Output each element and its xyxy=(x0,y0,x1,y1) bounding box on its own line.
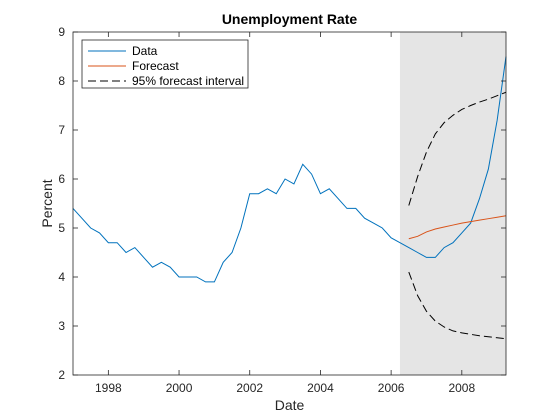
axes-box xyxy=(72,31,507,376)
y-axis-label: Percent xyxy=(39,179,55,227)
series-line-1 xyxy=(408,215,507,240)
legend-label: 95% forecast interval xyxy=(132,74,244,88)
series-line-3 xyxy=(408,271,507,340)
y-tick-label: 6 xyxy=(58,172,65,186)
series-line-2 xyxy=(408,91,507,206)
y-tick-label: 8 xyxy=(58,74,65,88)
series-layer xyxy=(72,56,507,340)
legend-label: Data xyxy=(132,44,158,58)
y-tick-label: 9 xyxy=(58,25,65,39)
y-tick-label: 3 xyxy=(58,319,65,333)
y-tick-label: 7 xyxy=(58,123,65,137)
x-tick-label: 2004 xyxy=(307,381,334,395)
y-tick-label: 2 xyxy=(58,368,65,382)
chart-title: Unemployment Rate xyxy=(222,11,358,27)
forecast-shaded-region xyxy=(399,32,506,375)
x-tick-label: 2002 xyxy=(236,381,263,395)
y-tick-label: 4 xyxy=(58,270,65,284)
legend-box xyxy=(81,39,249,89)
ticks-layer: 1998 2000 2002 2004 2006 2008 2 3 4 5 6 7 8 9 xyxy=(58,25,506,395)
x-tick-label: 2000 xyxy=(166,381,193,395)
series-line-0 xyxy=(72,56,507,283)
y-tick-label: 5 xyxy=(58,221,65,235)
x-tick-label: 1998 xyxy=(95,381,122,395)
x-axis-label: Date xyxy=(275,397,305,413)
legend-label: Forecast xyxy=(132,59,179,73)
x-tick-label: 2008 xyxy=(448,381,475,395)
x-tick-label: 2006 xyxy=(378,381,405,395)
